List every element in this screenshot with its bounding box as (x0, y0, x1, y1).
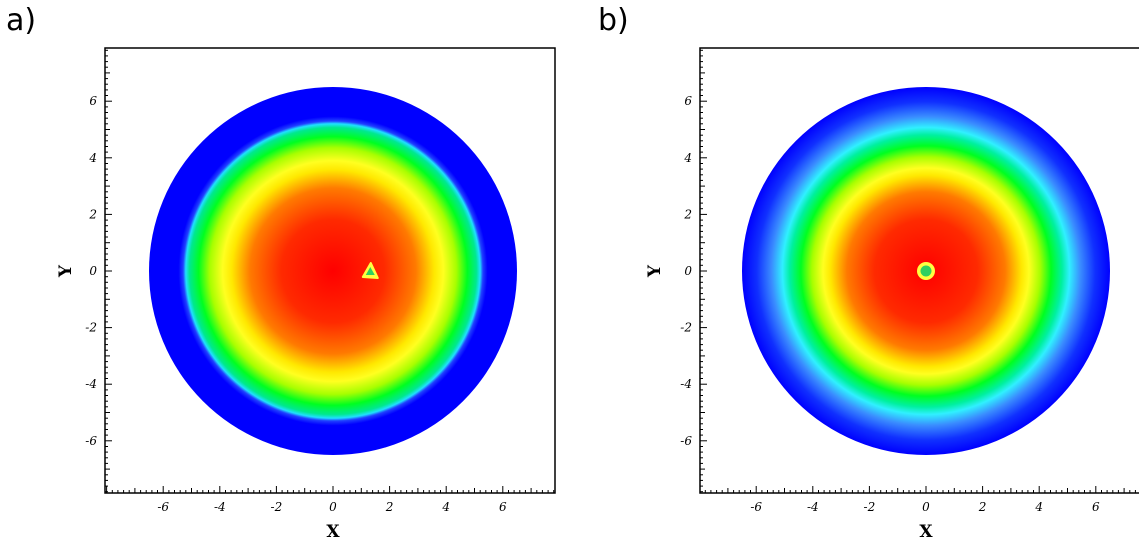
source-marker-b (917, 262, 935, 280)
x-tick-label: -2 (271, 500, 283, 514)
x-tick-label: 2 (385, 500, 394, 514)
x-tick-label: -6 (750, 500, 762, 514)
axis-ticks-a (105, 49, 555, 493)
y-tick-label: -4 (85, 377, 97, 391)
y-tick-label: -4 (680, 377, 692, 391)
x-tick-label: -2 (864, 500, 876, 514)
y-tick-label: 0 (684, 264, 692, 278)
y-tick-label: 2 (88, 207, 97, 221)
y-tick-label: 0 (89, 264, 97, 278)
source-marker-core (920, 265, 932, 277)
x-tick-labels-a: -6 -4 -2 0 2 4 6 (157, 500, 507, 514)
x-tick-label: 6 (1092, 500, 1100, 514)
x-tick-label: 0 (922, 500, 930, 514)
chart-panel-a: -6 -4 -2 0 2 4 6 6 4 2 0 -2 -4 -6 X Y (56, 47, 556, 542)
x-tick-label: 4 (441, 500, 450, 514)
heatmap-disk-a (149, 87, 517, 455)
panel-b-label: b) (598, 3, 629, 38)
chart-panel-b: -6 -4 -2 0 2 4 6 6 4 2 0 -2 -4 -6 X Y (645, 47, 1139, 542)
source-marker-core (365, 267, 375, 275)
x-tick-label: 0 (329, 500, 337, 514)
y-tick-label: -6 (85, 434, 97, 448)
axis-ticks-b (700, 49, 1136, 493)
x-tick-label: 6 (499, 500, 507, 514)
x-axis-label-b: X (919, 522, 933, 542)
x-tick-label: -4 (214, 500, 226, 514)
y-tick-label: -2 (85, 321, 97, 335)
x-tick-label: 2 (978, 500, 987, 514)
y-tick-labels-b: 6 4 2 0 -2 -4 -6 (680, 94, 692, 448)
x-tick-label: 4 (1034, 500, 1043, 514)
y-tick-label: 6 (684, 94, 692, 108)
y-tick-label: -6 (680, 434, 692, 448)
panel-a-label: a) (6, 3, 37, 38)
y-tick-label: 4 (88, 151, 97, 165)
y-tick-labels-a: 6 4 2 0 -2 -4 -6 (85, 94, 97, 448)
y-tick-label: 4 (683, 151, 692, 165)
y-tick-label: -2 (680, 321, 692, 335)
x-tick-label: -4 (807, 500, 819, 514)
y-axis-label-b: Y (645, 264, 665, 278)
x-tick-label: -6 (157, 500, 169, 514)
y-tick-label: 6 (89, 94, 97, 108)
y-axis-label-a: Y (56, 264, 76, 278)
y-tick-label: 2 (683, 207, 692, 221)
x-axis-label-a: X (326, 522, 340, 542)
source-marker-a (361, 262, 379, 279)
x-tick-labels-b: -6 -4 -2 0 2 4 6 (750, 500, 1100, 514)
